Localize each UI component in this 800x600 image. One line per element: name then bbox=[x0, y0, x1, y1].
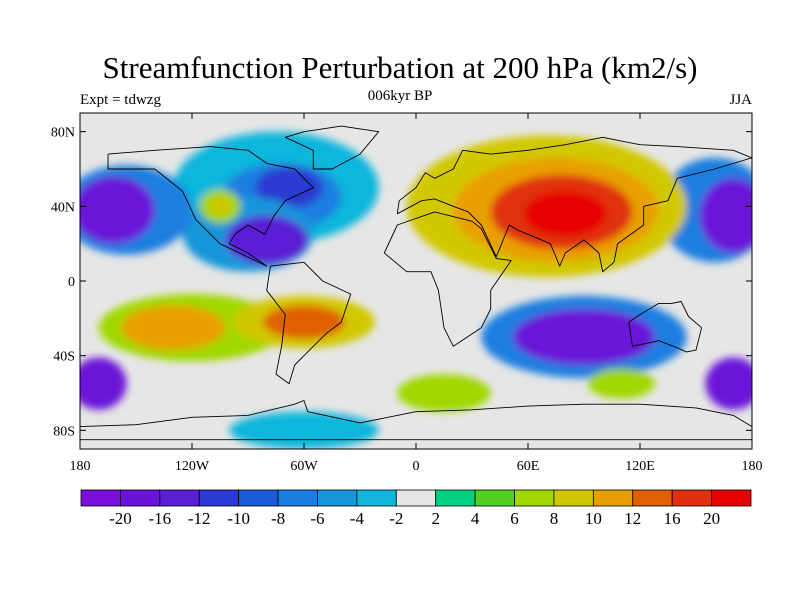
field-blob-22 bbox=[587, 368, 655, 399]
coastlines bbox=[80, 125, 752, 441]
streamfunction-field bbox=[80, 131, 752, 449]
lon-label: 0 bbox=[413, 459, 420, 474]
coastline-greenland bbox=[284, 125, 380, 170]
field-blob-14 bbox=[524, 191, 607, 237]
experiment-label: Expt = tdwzg bbox=[80, 92, 161, 108]
colorbar-swatch bbox=[80, 489, 121, 507]
colorbar-swatch bbox=[277, 489, 318, 507]
colorbar-swatch bbox=[553, 489, 594, 507]
period-label: 006kyr BP bbox=[367, 88, 433, 104]
colorbar-swatch bbox=[474, 489, 515, 507]
coastline-eurasia bbox=[396, 136, 752, 273]
colorbar-label: -8 bbox=[271, 509, 285, 528]
colorbar-swatch bbox=[632, 489, 673, 507]
field-blob-8 bbox=[80, 176, 155, 244]
lon-label: 60E bbox=[517, 459, 540, 474]
colorbar-label: 12 bbox=[624, 509, 641, 528]
colorbar-label: -10 bbox=[227, 509, 250, 528]
coastline-africa bbox=[383, 211, 512, 347]
field-blob-4 bbox=[225, 215, 308, 265]
colorbar-swatch bbox=[592, 489, 634, 507]
colorbar-swatch bbox=[435, 489, 476, 507]
coastline-north-america bbox=[107, 146, 314, 267]
field-blob-23 bbox=[80, 357, 127, 410]
field-blob-2 bbox=[255, 167, 323, 209]
colorbar-label: 16 bbox=[664, 509, 681, 528]
colorbar-swatch bbox=[514, 489, 555, 507]
field-blob-18 bbox=[262, 305, 346, 339]
colorbar-label: 20 bbox=[703, 509, 720, 528]
coastline-antarctica bbox=[80, 400, 752, 441]
lon-label: 180 bbox=[742, 459, 763, 474]
lon-label: 180 bbox=[70, 459, 91, 474]
colorbar-label: 10 bbox=[585, 509, 602, 528]
lat-label: 80N bbox=[51, 126, 75, 141]
latitude-labels: 80N 40N 0 40S 80S bbox=[51, 126, 75, 440]
colorbar-swatch bbox=[198, 489, 240, 507]
colorbar-swatch bbox=[711, 489, 752, 507]
field-blob-10 bbox=[699, 178, 752, 253]
colorbar-swatch bbox=[671, 489, 712, 507]
colorbar-labels: -20 -16 -12 -10 -8 -6 -4 -2 2 4 6 8 10 12 16 20 bbox=[109, 509, 720, 528]
colorbar-swatch bbox=[238, 489, 279, 507]
lat-label: 40N bbox=[51, 200, 75, 215]
colorbar-label: -6 bbox=[310, 509, 324, 528]
colorbar-label: -12 bbox=[188, 509, 211, 528]
colorbar-label: -16 bbox=[148, 509, 171, 528]
colorbar-swatch bbox=[356, 489, 397, 507]
field-blob-21 bbox=[397, 374, 491, 412]
axis-ticks bbox=[79, 113, 753, 449]
colorbar-label: -4 bbox=[350, 509, 365, 528]
colorbar-label: 4 bbox=[471, 509, 480, 528]
coastline-south-america bbox=[266, 261, 352, 385]
lon-label: 60W bbox=[290, 459, 318, 474]
colorbar-swatch bbox=[395, 489, 437, 507]
longitude-labels: 180 120W 60W 0 60E 120E 180 bbox=[70, 459, 763, 474]
lon-label: 120W bbox=[175, 459, 210, 474]
season-label: JJA bbox=[729, 92, 752, 108]
colorbar bbox=[80, 489, 752, 507]
colorbar-swatch bbox=[159, 489, 200, 507]
field-blob-16 bbox=[121, 305, 226, 351]
coastline-australia bbox=[628, 301, 703, 353]
lon-label: 120E bbox=[625, 459, 655, 474]
colorbar-label: 6 bbox=[510, 509, 519, 528]
lat-label: 40S bbox=[53, 350, 75, 365]
plot-title: Streamfunction Perturbation at 200 hPa (… bbox=[102, 50, 698, 85]
colorbar-swatch bbox=[120, 489, 161, 507]
field-blob-24 bbox=[705, 357, 752, 410]
colorbar-label: 8 bbox=[550, 509, 559, 528]
lat-label: 80S bbox=[53, 424, 75, 439]
colorbar-label: -20 bbox=[109, 509, 132, 528]
colorbar-label: 2 bbox=[431, 509, 440, 528]
field-blob-6 bbox=[208, 197, 232, 216]
lat-label: 0 bbox=[68, 275, 75, 290]
colorbar-swatch bbox=[317, 489, 358, 507]
field-blob-20 bbox=[513, 309, 655, 365]
colorbar-label: -2 bbox=[389, 509, 403, 528]
